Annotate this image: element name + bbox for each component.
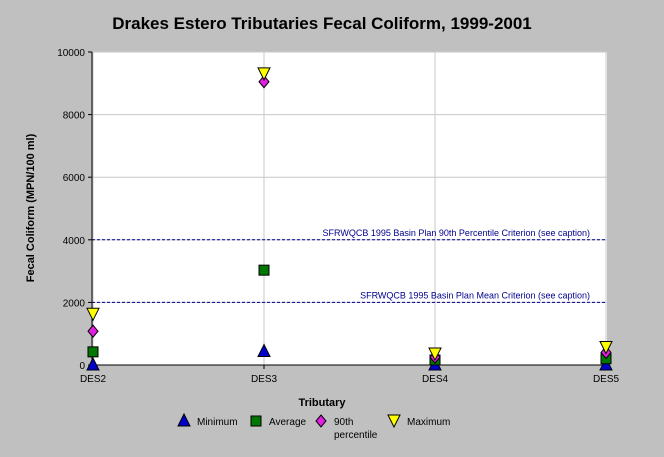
y-tick-label: 4000	[63, 236, 86, 247]
reference-line-label: SFRWQCB 1995 Basin Plan 90th Percentile …	[323, 228, 590, 238]
legend-marker-triangle-up	[177, 412, 191, 427]
data-point-diamond	[87, 324, 99, 338]
data-point-triangle-down	[257, 67, 271, 82]
legend-marker-diamond	[315, 414, 327, 428]
y-tick-label: 0	[79, 361, 85, 372]
chart-title: Drakes Estero Tributaries Fecal Coliform…	[112, 14, 532, 33]
data-point-diamond	[258, 74, 270, 89]
legend-label: Maximum	[407, 417, 450, 428]
data-marks	[86, 67, 613, 371]
plot-area	[92, 52, 607, 365]
data-point-triangle-down	[599, 340, 613, 355]
data-point-triangle-up	[86, 356, 100, 371]
y-tick-label: 6000	[63, 173, 86, 184]
legend-label-line: 90th	[334, 417, 353, 428]
legend-marker-triangle-down	[387, 414, 401, 429]
data-point-triangle-up	[257, 343, 271, 358]
data-point-square	[258, 264, 270, 276]
legend: Minimum Average 90th percentile Maximum	[177, 412, 450, 441]
y-tick-label: 10000	[57, 48, 85, 59]
y-axis-label: Fecal Coliform (MPN/100 ml)	[25, 133, 37, 282]
data-point-square	[87, 346, 99, 358]
legend-label: Average	[269, 417, 307, 428]
x-tick-label: DES5	[593, 374, 620, 385]
data-point-triangle-down	[86, 307, 100, 322]
legend-marker-square	[250, 415, 262, 427]
y-tick-label: 2000	[63, 298, 86, 309]
y-tick-label: 8000	[63, 111, 86, 122]
x-tick-label: DES2	[80, 374, 107, 385]
data-point-triangle-down	[428, 347, 442, 362]
x-tick-label: DES3	[251, 374, 278, 385]
x-tick-label: DES4	[422, 374, 449, 385]
x-axis-label: Tributary	[298, 397, 346, 409]
legend-label-line: percentile	[334, 430, 378, 441]
reference-line-label: SFRWQCB 1995 Basin Plan Mean Criterion (…	[360, 290, 590, 300]
legend-label: Minimum	[197, 417, 238, 428]
reference-lines: SFRWQCB 1995 Basin Plan 90th Percentile …	[92, 228, 607, 303]
